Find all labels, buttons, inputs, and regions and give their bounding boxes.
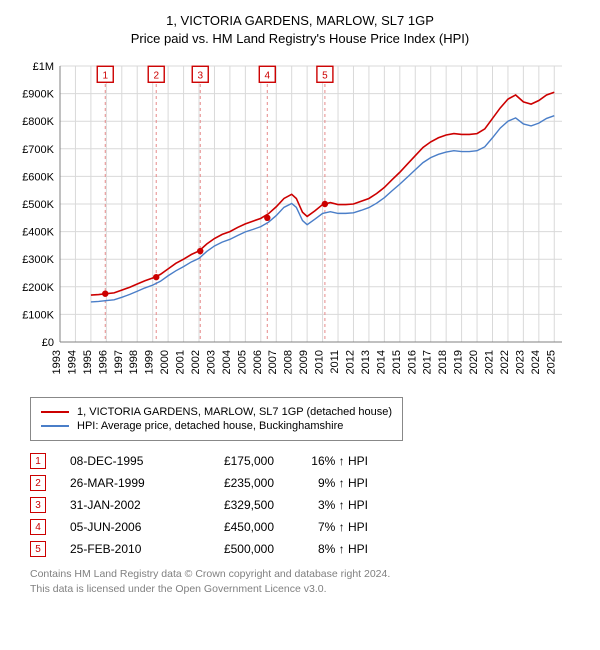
svg-text:£100K: £100K — [22, 310, 54, 322]
sale-marker-icon: 1 — [30, 453, 46, 469]
legend-item: HPI: Average price, detached house, Buck… — [41, 420, 392, 432]
svg-text:£200K: £200K — [22, 282, 54, 294]
svg-text:£700K: £700K — [22, 144, 54, 156]
svg-text:1993: 1993 — [51, 350, 63, 374]
svg-text:2000: 2000 — [159, 350, 171, 374]
svg-text:£0: £0 — [42, 337, 54, 349]
sale-pct-vs-hpi: 7% ↑ HPI — [298, 520, 368, 534]
sale-pct-vs-hpi: 9% ↑ HPI — [298, 476, 368, 490]
sale-marker-icon: 4 — [30, 519, 46, 535]
svg-text:2004: 2004 — [221, 350, 233, 374]
svg-text:1: 1 — [102, 71, 108, 82]
svg-text:2025: 2025 — [545, 350, 557, 374]
svg-text:2022: 2022 — [499, 350, 511, 374]
sale-pct-vs-hpi: 16% ↑ HPI — [298, 454, 368, 468]
svg-text:2010: 2010 — [314, 350, 326, 374]
sale-row: 5 25-FEB-2010 £500,000 8% ↑ HPI — [30, 541, 588, 557]
svg-text:2024: 2024 — [530, 350, 542, 374]
svg-text:£500K: £500K — [22, 199, 54, 211]
svg-text:2020: 2020 — [468, 350, 480, 374]
legend-label: HPI: Average price, detached house, Buck… — [77, 420, 343, 432]
chart-svg: £0 £100K £200K £300K £400K £500K £600K £700K £80… — [12, 56, 572, 386]
legend-item: 1, VICTORIA GARDENS, MARLOW, SL7 1GP (de… — [41, 406, 392, 418]
svg-text:1999: 1999 — [144, 350, 156, 374]
svg-text:2007: 2007 — [267, 350, 279, 374]
svg-text:1997: 1997 — [113, 350, 125, 374]
svg-text:1996: 1996 — [97, 350, 109, 374]
sale-date: 25-FEB-2010 — [70, 542, 170, 556]
sale-row: 3 31-JAN-2002 £329,500 3% ↑ HPI — [30, 497, 588, 513]
svg-text:2006: 2006 — [252, 350, 264, 374]
legend-swatch — [41, 411, 69, 413]
svg-text:1994: 1994 — [66, 350, 78, 374]
svg-text:2013: 2013 — [360, 350, 372, 374]
svg-text:£1M: £1M — [33, 61, 54, 73]
svg-text:4: 4 — [265, 71, 271, 82]
footer-line-1: Contains HM Land Registry data © Crown c… — [30, 567, 588, 581]
svg-text:2021: 2021 — [483, 350, 495, 374]
chart-title-block: 1, VICTORIA GARDENS, MARLOW, SL7 1GP Pri… — [12, 12, 588, 48]
svg-text:2011: 2011 — [329, 350, 341, 374]
svg-text:2: 2 — [153, 71, 159, 82]
svg-text:2023: 2023 — [514, 350, 526, 374]
sale-marker-icon: 2 — [30, 475, 46, 491]
sale-row: 4 05-JUN-2006 £450,000 7% ↑ HPI — [30, 519, 588, 535]
svg-text:2016: 2016 — [406, 350, 418, 374]
legend-label: 1, VICTORIA GARDENS, MARLOW, SL7 1GP (de… — [77, 406, 392, 418]
price-chart: £0 £100K £200K £300K £400K £500K £600K £700K £80… — [12, 56, 588, 389]
svg-text:1998: 1998 — [128, 350, 140, 374]
svg-text:2018: 2018 — [437, 350, 449, 374]
sale-pct-vs-hpi: 3% ↑ HPI — [298, 498, 368, 512]
svg-text:£900K: £900K — [22, 89, 54, 101]
sale-row: 1 08-DEC-1995 £175,000 16% ↑ HPI — [30, 453, 588, 469]
title-line-2: Price paid vs. HM Land Registry's House … — [12, 30, 588, 48]
svg-text:1995: 1995 — [82, 350, 94, 374]
svg-text:2012: 2012 — [344, 350, 356, 374]
sale-row: 2 26-MAR-1999 £235,000 9% ↑ HPI — [30, 475, 588, 491]
sale-marker-icon: 3 — [30, 497, 46, 513]
svg-text:2003: 2003 — [205, 350, 217, 374]
sale-price: £500,000 — [194, 542, 274, 556]
footer-attribution: Contains HM Land Registry data © Crown c… — [30, 567, 588, 595]
svg-text:2015: 2015 — [391, 350, 403, 374]
title-line-1: 1, VICTORIA GARDENS, MARLOW, SL7 1GP — [12, 12, 588, 30]
svg-text:3: 3 — [197, 71, 203, 82]
svg-text:2019: 2019 — [453, 350, 465, 374]
svg-text:2009: 2009 — [298, 350, 310, 374]
sale-date: 05-JUN-2006 — [70, 520, 170, 534]
chart-legend: 1, VICTORIA GARDENS, MARLOW, SL7 1GP (de… — [30, 397, 403, 441]
sales-table: 1 08-DEC-1995 £175,000 16% ↑ HPI 2 26-MAR-199… — [30, 453, 588, 557]
sale-price: £235,000 — [194, 476, 274, 490]
svg-text:2005: 2005 — [236, 350, 248, 374]
svg-text:£800K: £800K — [22, 117, 54, 129]
sale-pct-vs-hpi: 8% ↑ HPI — [298, 542, 368, 556]
sale-date: 08-DEC-1995 — [70, 454, 170, 468]
footer-line-2: This data is licensed under the Open Gov… — [30, 582, 588, 596]
svg-text:£400K: £400K — [22, 227, 54, 239]
sale-price: £329,500 — [194, 498, 274, 512]
svg-text:2002: 2002 — [190, 350, 202, 374]
sale-price: £175,000 — [194, 454, 274, 468]
legend-swatch — [41, 425, 69, 427]
svg-text:£300K: £300K — [22, 255, 54, 267]
sale-date: 26-MAR-1999 — [70, 476, 170, 490]
svg-text:2001: 2001 — [175, 350, 187, 374]
sale-price: £450,000 — [194, 520, 274, 534]
svg-text:2014: 2014 — [375, 350, 387, 374]
svg-text:2017: 2017 — [422, 350, 434, 374]
sale-marker-icon: 5 — [30, 541, 46, 557]
sale-date: 31-JAN-2002 — [70, 498, 170, 512]
svg-text:£600K: £600K — [22, 172, 54, 184]
svg-text:5: 5 — [322, 71, 328, 82]
svg-text:2008: 2008 — [283, 350, 295, 374]
